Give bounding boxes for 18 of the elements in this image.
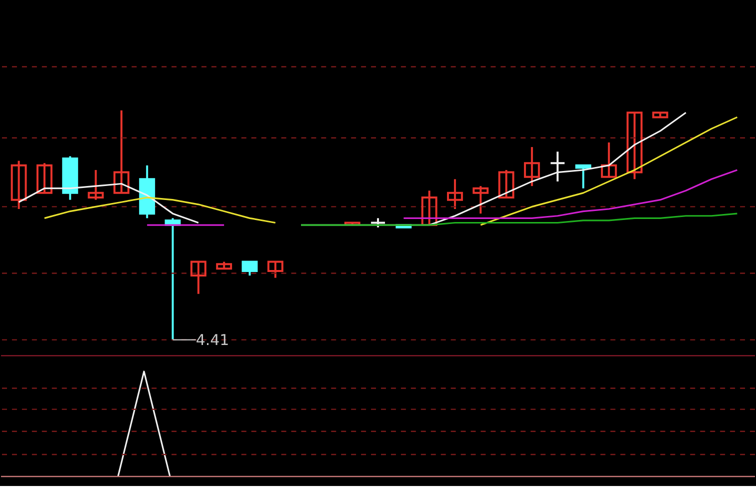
candlestick	[113, 109, 130, 194]
candlestick	[190, 260, 206, 295]
candlestick	[498, 168, 514, 199]
candlestick	[550, 150, 566, 182]
candlestick	[446, 178, 463, 210]
candlestick	[472, 185, 489, 215]
candlestick	[600, 141, 617, 178]
candlestick	[421, 190, 438, 226]
candlestick	[575, 164, 592, 190]
candlestick	[524, 146, 540, 188]
candlestick	[36, 162, 52, 194]
annotation: 4.41	[196, 330, 230, 349]
candlestick	[267, 260, 284, 279]
candlestick	[88, 168, 104, 201]
candlestick	[242, 260, 258, 277]
candlestick	[10, 160, 27, 210]
candlestick	[370, 217, 386, 228]
candlestick	[626, 112, 643, 180]
